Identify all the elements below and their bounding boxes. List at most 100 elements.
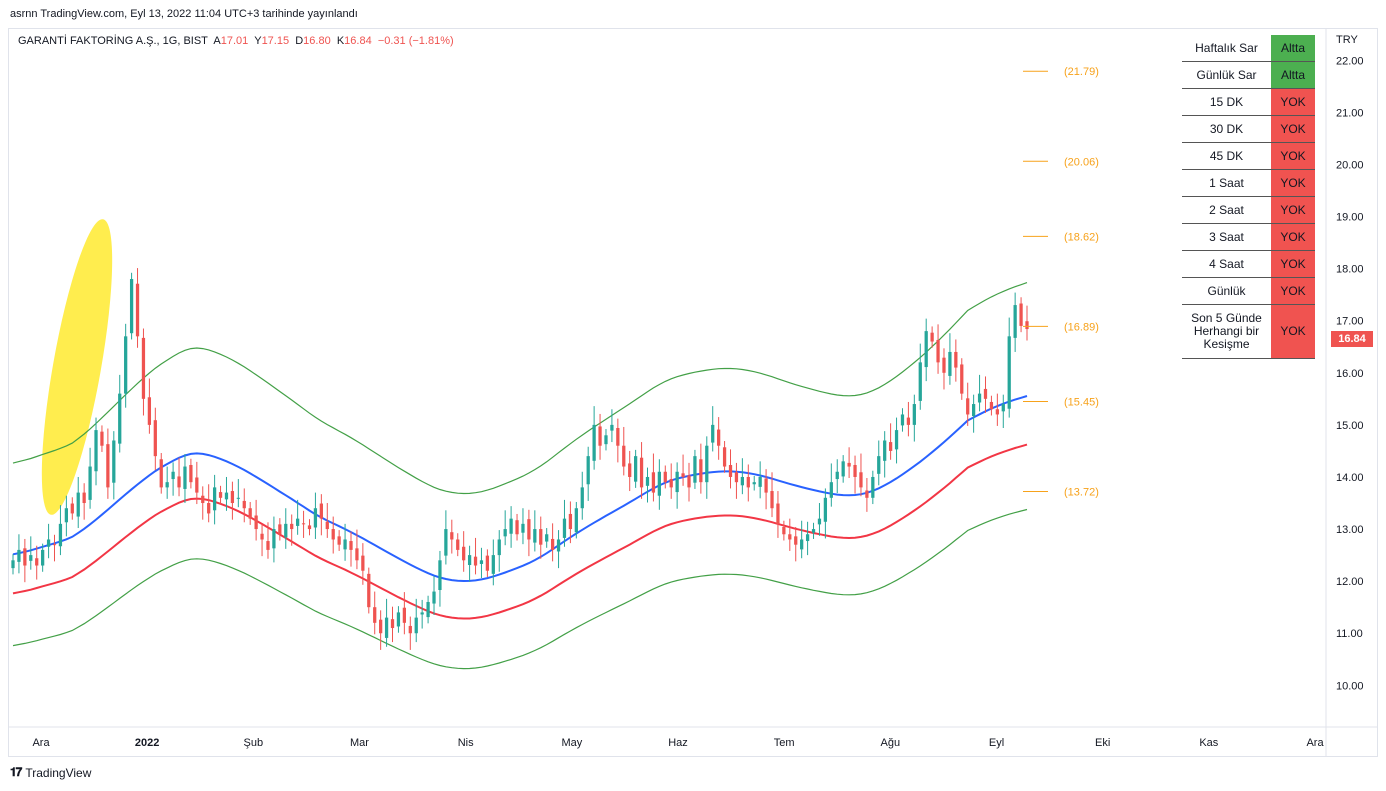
candle-body	[64, 508, 68, 523]
candle	[794, 526, 798, 562]
candle-body	[491, 555, 495, 574]
candle-body	[343, 539, 347, 550]
candle-body	[811, 529, 816, 533]
candle-body	[977, 393, 982, 403]
candle	[76, 476, 80, 529]
candle-body	[681, 473, 685, 477]
y-tick-label: 10.00	[1336, 680, 1364, 692]
candle-body	[651, 472, 656, 493]
candle	[592, 406, 596, 470]
candle	[1025, 305, 1029, 341]
candle	[853, 455, 857, 494]
candle	[230, 481, 235, 520]
candle-body	[325, 521, 329, 530]
candle-body	[230, 491, 235, 504]
candle-body	[236, 497, 240, 499]
candle	[212, 474, 217, 525]
candle-body	[942, 357, 946, 373]
candle-body	[705, 445, 709, 483]
candle	[349, 531, 353, 567]
candle-body	[301, 523, 306, 525]
x-tick-label: Haz	[668, 737, 688, 749]
candle-body	[888, 442, 893, 451]
candle	[877, 440, 881, 486]
candle	[325, 503, 329, 538]
level-label: (13.72)	[1064, 487, 1099, 499]
candle	[847, 447, 851, 479]
candle-body	[533, 529, 537, 543]
candle	[218, 485, 223, 505]
candle	[497, 530, 501, 572]
candle	[663, 465, 667, 489]
candle	[972, 394, 976, 433]
level-label: (18.62)	[1064, 231, 1099, 243]
candle-body	[254, 515, 258, 530]
candle-body	[290, 523, 294, 530]
candle-body	[497, 539, 501, 556]
footer-brand[interactable]: 𝟏𝟕 TradingView	[10, 765, 91, 780]
candle	[865, 478, 869, 512]
candle-body	[118, 393, 122, 444]
candle-body	[574, 508, 578, 533]
candle	[343, 523, 347, 561]
candle-body	[379, 619, 383, 634]
candle	[770, 472, 774, 518]
candle-body	[367, 573, 371, 608]
currency-label: TRY	[1336, 34, 1358, 46]
candle	[705, 436, 709, 499]
status-row-value: YOK	[1271, 169, 1315, 197]
candle	[752, 475, 756, 491]
candle	[918, 343, 922, 410]
candle-body	[948, 351, 952, 376]
candle	[396, 606, 401, 633]
candle	[717, 417, 721, 460]
candle	[467, 545, 472, 582]
candle	[29, 536, 33, 570]
candle-body	[539, 529, 543, 545]
candle	[823, 488, 828, 539]
candle-body	[924, 331, 928, 368]
status-row-label: 2 Saat	[1182, 196, 1271, 224]
status-row: Haftalık Sar Altta	[1182, 35, 1315, 62]
candle-body	[1013, 305, 1017, 338]
y-tick-label: 15.00	[1336, 420, 1364, 432]
candle	[390, 606, 395, 643]
candle-body	[479, 560, 484, 564]
candle-body	[147, 397, 152, 425]
status-row-value: YOK	[1271, 88, 1315, 116]
candle	[337, 530, 341, 551]
candle-body	[918, 362, 922, 401]
candle-body	[58, 523, 63, 547]
status-row: 15 DK YOK	[1182, 88, 1315, 116]
candle-body	[841, 461, 845, 477]
candle-body	[805, 534, 810, 542]
candle	[782, 520, 786, 541]
candle-body	[307, 525, 312, 530]
candle	[260, 524, 264, 557]
x-tick-label: Tem	[774, 737, 795, 749]
candle	[153, 407, 157, 471]
candle	[135, 268, 140, 348]
candle-body	[722, 447, 727, 467]
status-row-label: 4 Saat	[1182, 250, 1271, 278]
candle-body	[835, 471, 839, 480]
y-tick-label: 22.00	[1336, 55, 1364, 67]
y-tick-label: 20.00	[1336, 159, 1364, 171]
candle	[100, 425, 104, 452]
candle-body	[657, 471, 661, 496]
candle	[829, 463, 833, 507]
candle-body	[70, 503, 74, 514]
candle	[106, 428, 110, 499]
candle-body	[954, 351, 958, 368]
candle	[290, 514, 294, 546]
chart-legend: GARANTİ FAKTORİNG A.Ş., 1G, BIST A17.01 …	[18, 35, 454, 47]
chart-frame[interactable]	[8, 28, 1378, 757]
candle	[64, 495, 68, 537]
candle-body	[35, 558, 39, 566]
candle	[580, 471, 584, 520]
status-row-value: YOK	[1271, 304, 1315, 359]
candle-body	[580, 487, 584, 509]
candle	[23, 538, 27, 583]
candle	[598, 413, 602, 460]
